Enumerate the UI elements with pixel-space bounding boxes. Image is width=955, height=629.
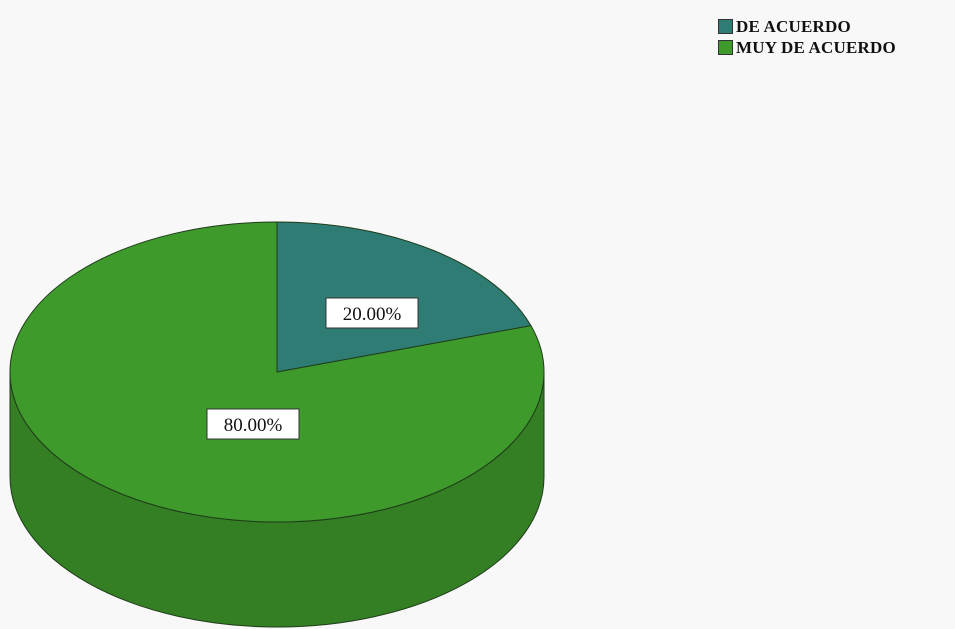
legend-swatch-muy-de-acuerdo [718, 40, 733, 55]
pie-label-box [206, 408, 300, 440]
legend-item-muy-de-acuerdo: MUY DE ACUERDO [718, 37, 896, 58]
legend-label-muy-de-acuerdo: MUY DE ACUERDO [736, 37, 896, 57]
legend-swatch-de-acuerdo [718, 19, 733, 34]
pie-slice-de-acuerdo [276, 221, 532, 373]
pie-label-muy-de-acuerdo: 80.00% [206, 408, 300, 440]
pie-label-box [325, 297, 419, 329]
pie-label-text: 80.00% [224, 415, 283, 436]
pie-slice-muy-de-acuerdo [9, 221, 545, 523]
pie-label-text: 20.00% [343, 304, 402, 325]
legend-label-de-acuerdo: DE ACUERDO [736, 16, 851, 36]
legend: DE ACUERDO MUY DE ACUERDO [718, 16, 896, 58]
pie-label-de-acuerdo: 20.00% [325, 297, 419, 329]
legend-item-de-acuerdo: DE ACUERDO [718, 16, 896, 37]
